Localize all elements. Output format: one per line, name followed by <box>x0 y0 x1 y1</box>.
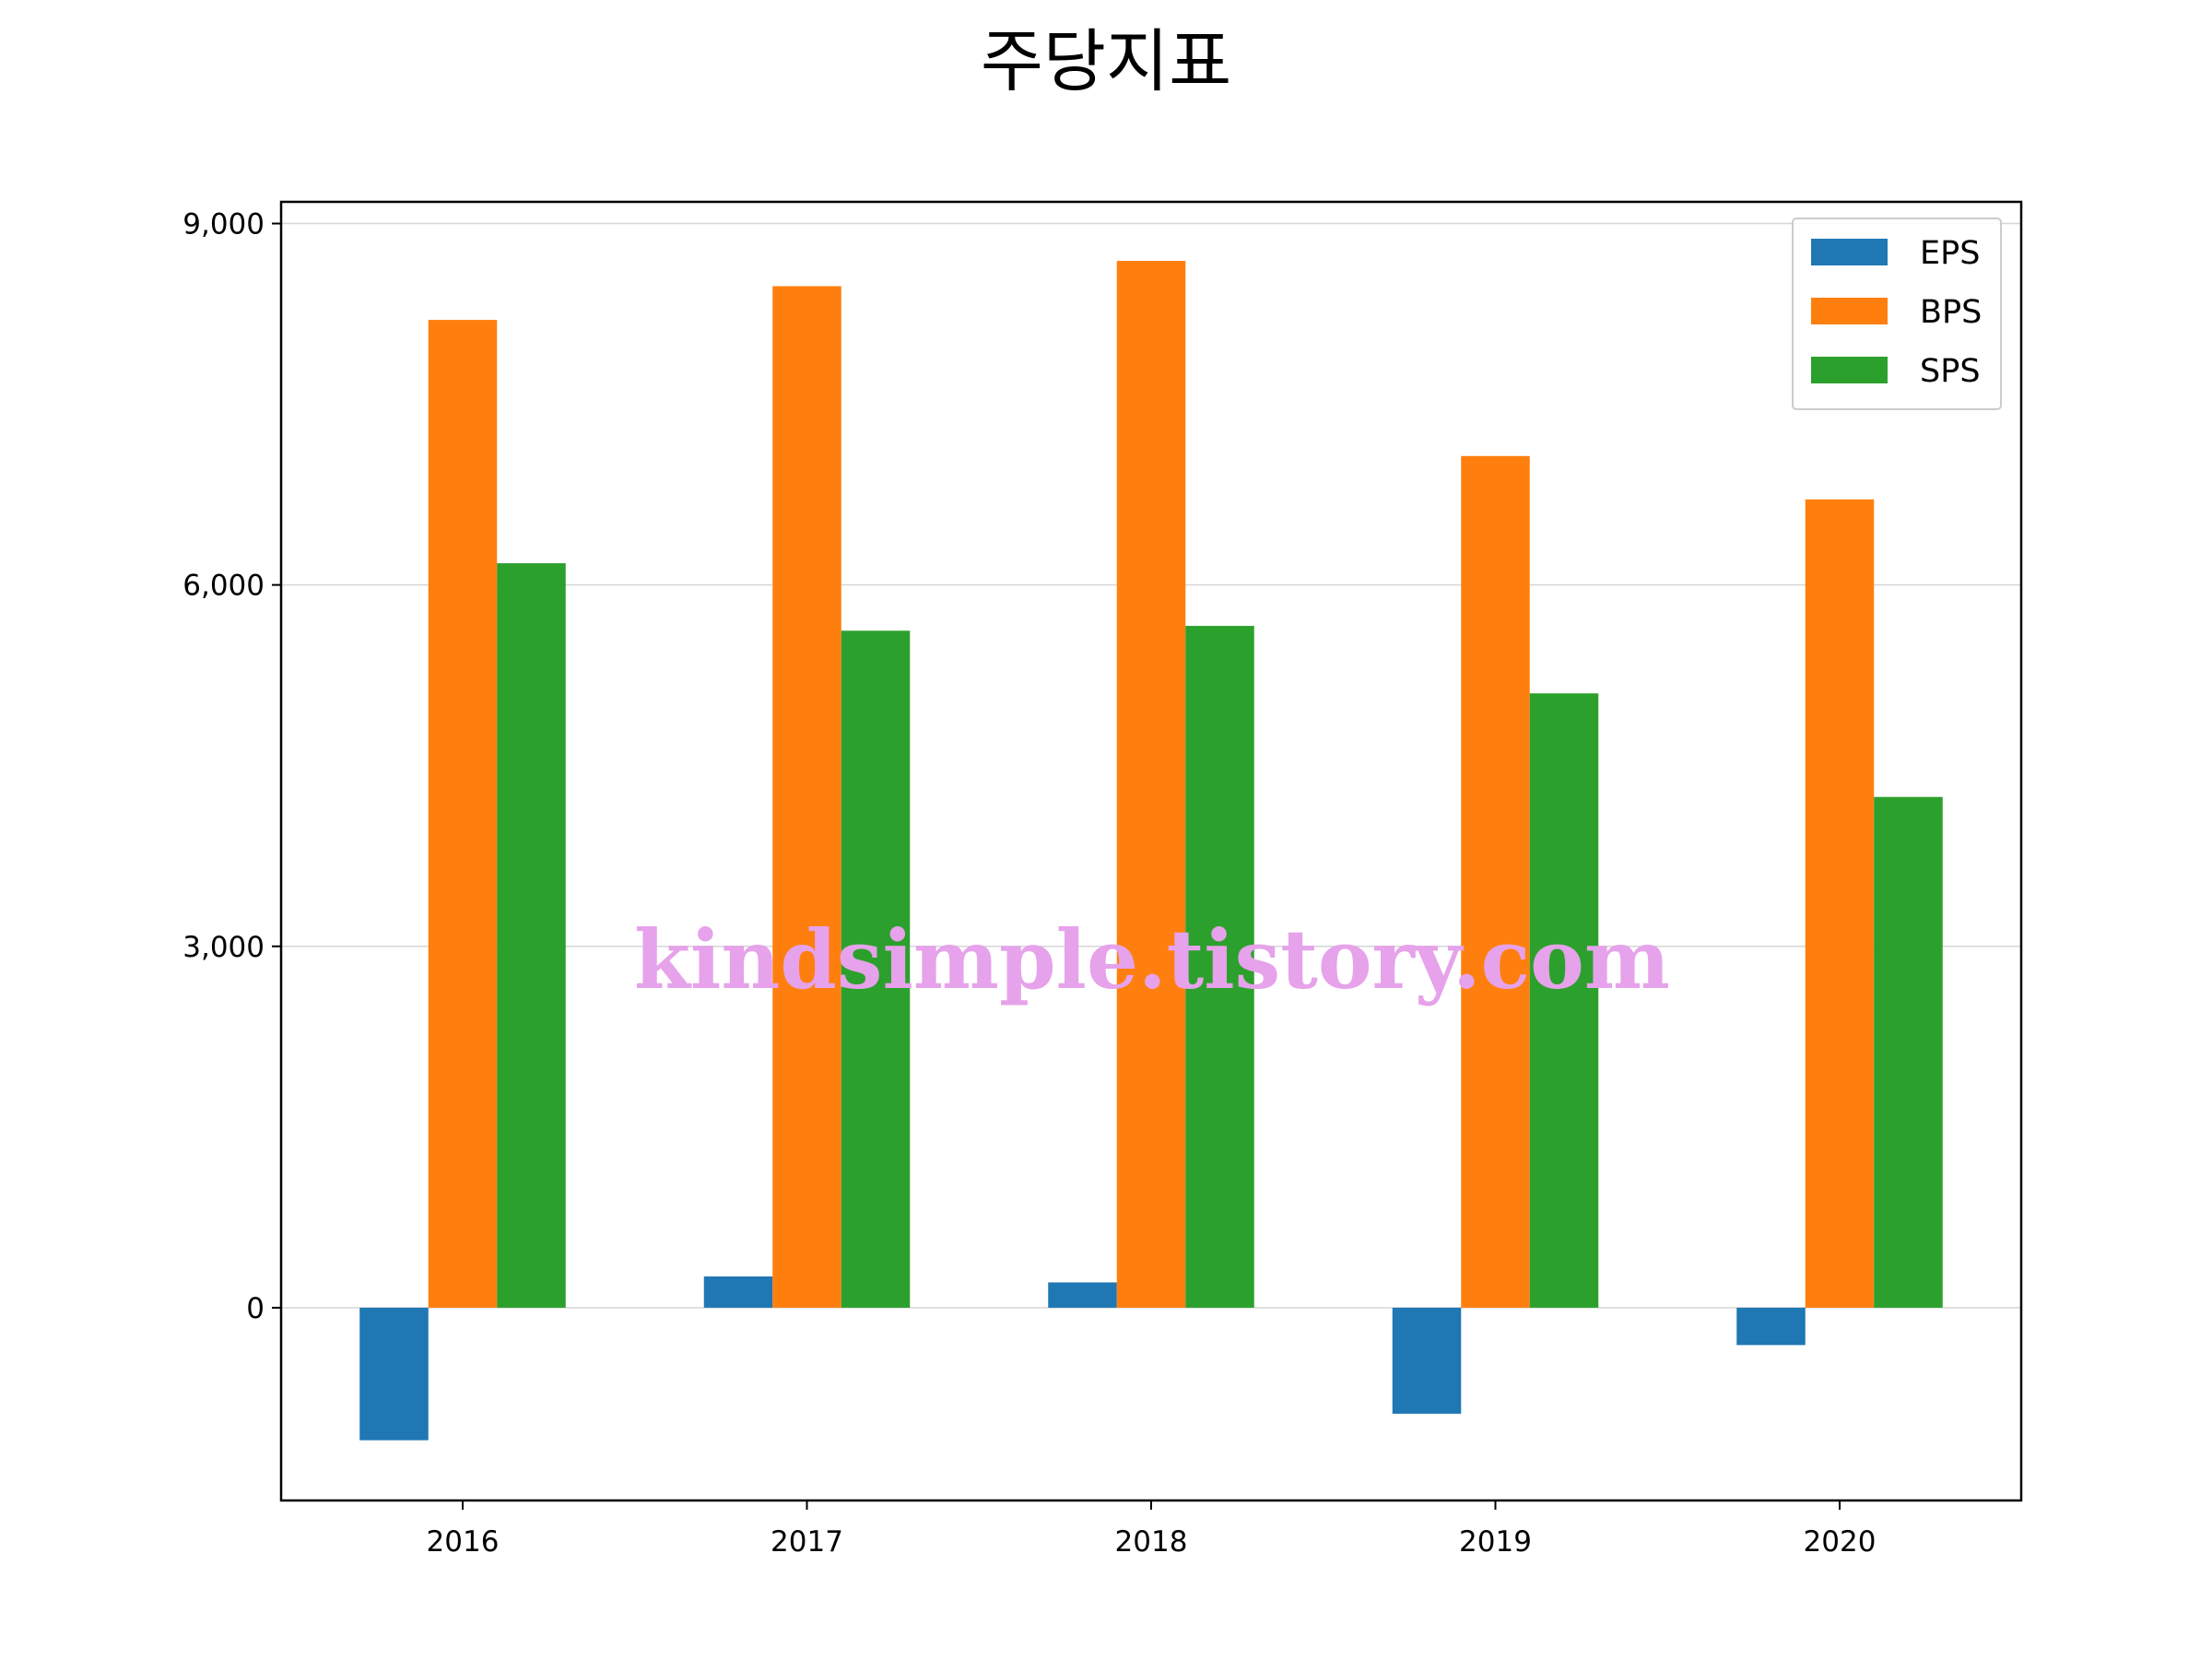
bar-eps-2017 <box>703 1276 773 1308</box>
bar-sps-2020 <box>1874 796 1943 1308</box>
bar-bps-2017 <box>772 286 841 1308</box>
bar-eps-2016 <box>359 1307 429 1441</box>
y-tick-label: 0 <box>246 1292 265 1325</box>
x-tick-label: 2017 <box>771 1525 843 1559</box>
watermark-text: kindsimple.tistory.com <box>634 912 1670 1007</box>
bar-bps-2020 <box>1805 499 1875 1308</box>
bar-eps-2020 <box>1736 1307 1806 1346</box>
bars <box>359 261 1943 1441</box>
x-tick-label: 2019 <box>1459 1525 1532 1559</box>
y-tick-label: 6,000 <box>182 570 265 603</box>
legend-label-bps: BPS <box>1920 294 1982 331</box>
legend-label-sps: SPS <box>1920 353 1981 390</box>
bar-sps-2019 <box>1529 693 1599 1308</box>
legend-swatch-sps <box>1811 357 1888 383</box>
x-tick-label: 2018 <box>1115 1525 1188 1559</box>
legend-label-eps: EPS <box>1920 235 1980 272</box>
x-tick-label: 2016 <box>427 1525 500 1559</box>
y-axis: 0 3,000 6,000 9,000 <box>182 208 281 1325</box>
x-tick-label: 2020 <box>1804 1525 1877 1559</box>
bar-eps-2019 <box>1392 1307 1462 1414</box>
bar-sps-2018 <box>1185 626 1254 1308</box>
bar-bps-2019 <box>1461 455 1530 1308</box>
x-axis: 2016 2017 2018 2019 2020 <box>427 1500 1877 1559</box>
legend-swatch-eps <box>1811 239 1888 265</box>
y-tick-label: 9,000 <box>182 208 265 241</box>
legend: EPS BPS SPS <box>1792 218 2002 410</box>
bar-eps-2018 <box>1048 1282 1117 1308</box>
bar-sps-2016 <box>497 563 566 1308</box>
bar-bps-2018 <box>1116 261 1186 1308</box>
bar-bps-2016 <box>428 320 498 1308</box>
legend-swatch-bps <box>1811 298 1888 324</box>
y-tick-label: 3,000 <box>182 931 265 964</box>
chart-title: 주당지표 <box>981 22 1231 101</box>
bar-sps-2017 <box>841 630 911 1308</box>
